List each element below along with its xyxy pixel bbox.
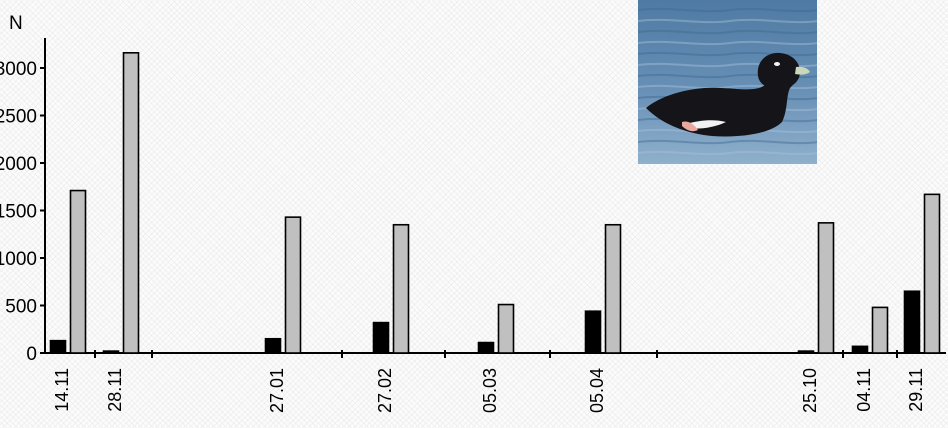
y-tick-label: 1000 bbox=[0, 249, 37, 270]
y-tick-label: 0 bbox=[26, 344, 37, 365]
bar-series-black bbox=[584, 310, 602, 354]
water-ripple bbox=[638, 84, 817, 90]
water-ripple bbox=[638, 40, 817, 46]
duck-feet bbox=[682, 121, 698, 132]
duck-photo bbox=[638, 0, 817, 164]
bar-series-black bbox=[851, 345, 869, 354]
water-ripple bbox=[638, 18, 817, 24]
x-tick-label: 05.04 bbox=[587, 368, 607, 413]
water-ripple bbox=[638, 7, 817, 13]
bar-series-grey bbox=[392, 223, 410, 354]
water-ripple bbox=[638, 29, 817, 35]
duck-head bbox=[757, 52, 800, 89]
x-tick-label: 28.11 bbox=[105, 368, 125, 412]
x-tick-label: 04.11 bbox=[854, 368, 874, 412]
duck-wing-patch bbox=[686, 120, 726, 129]
y-axis-label: N bbox=[9, 13, 23, 34]
x-tick-label: 25.10 bbox=[800, 368, 820, 413]
x-tick-label: 14.11 bbox=[52, 368, 72, 412]
bar-series-black bbox=[903, 290, 921, 354]
bar-series-black bbox=[797, 350, 815, 354]
water-ripple bbox=[638, 51, 817, 57]
bar-series-black bbox=[102, 350, 120, 354]
bar-series-grey bbox=[871, 306, 889, 354]
bar-series-grey bbox=[817, 222, 835, 354]
water-ripple bbox=[638, 150, 817, 156]
x-tick-label: 05.03 bbox=[480, 368, 500, 413]
water-ripple bbox=[638, 139, 817, 145]
y-tick-label: 2500 bbox=[0, 107, 37, 128]
chart-axes bbox=[40, 38, 946, 358]
duck-eye-patch bbox=[774, 62, 780, 66]
bar-series-black bbox=[264, 337, 282, 354]
x-tick-label: 27.01 bbox=[267, 368, 287, 413]
bar-series-grey bbox=[923, 193, 941, 354]
bar-series-grey bbox=[69, 189, 87, 354]
bar-series-black bbox=[49, 339, 67, 354]
x-tick-label: 29.11 bbox=[906, 368, 926, 412]
y-tick-label: 2000 bbox=[0, 154, 37, 175]
duck-body bbox=[646, 60, 799, 137]
y-tick-label: 500 bbox=[5, 297, 37, 318]
bar-series-grey bbox=[604, 223, 622, 354]
chart-bars bbox=[49, 51, 941, 354]
bar-series-grey bbox=[284, 216, 302, 354]
duck-bill bbox=[795, 66, 810, 75]
y-tick-label: 1500 bbox=[0, 202, 37, 223]
chart-ticks: 0 500 1000 1500 2000 2500 3000 14.11 28.11 27.01 2… bbox=[0, 59, 926, 413]
bar-series-grey bbox=[497, 303, 515, 354]
bar-series-grey bbox=[122, 51, 140, 354]
bar-series-black bbox=[477, 341, 495, 354]
bar-series-black bbox=[372, 321, 390, 354]
y-tick-label: 3000 bbox=[0, 59, 37, 80]
x-tick-label: 27.02 bbox=[375, 368, 395, 413]
